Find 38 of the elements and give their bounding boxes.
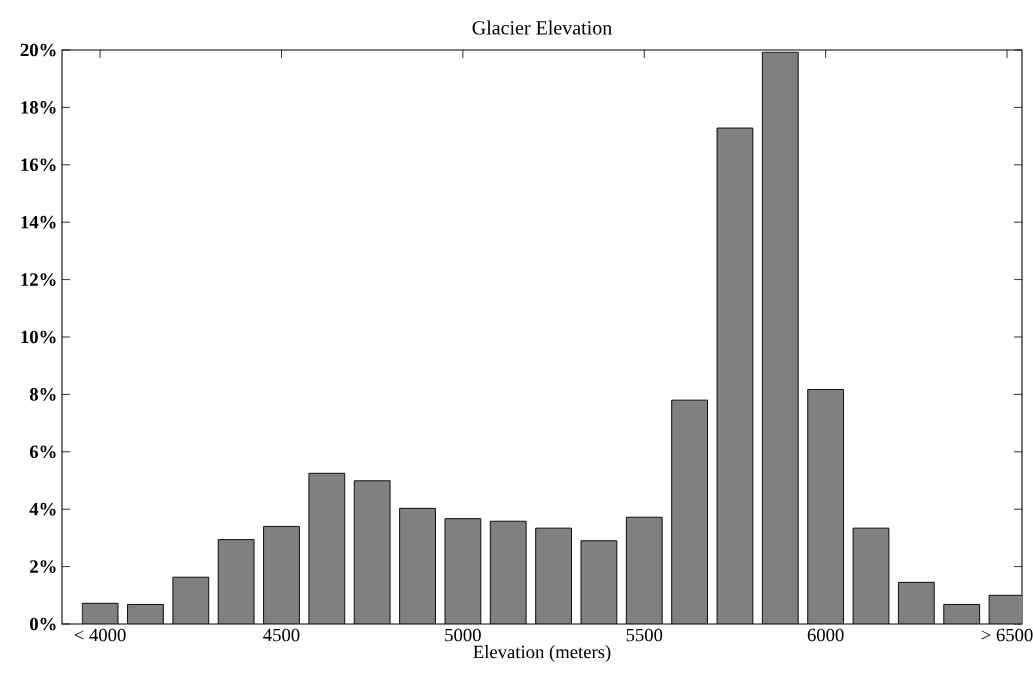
x-tick-label: 4500 — [263, 628, 300, 642]
bar — [898, 582, 935, 624]
bar — [581, 540, 617, 624]
y-tick-label: 4% — [29, 502, 56, 516]
bar — [626, 517, 663, 624]
bar — [444, 518, 481, 624]
x-tick-label: 6000 — [807, 628, 844, 642]
bar — [172, 577, 209, 624]
y-tick-label: 10% — [21, 330, 56, 344]
bar — [354, 480, 391, 624]
y-tick-label: 18% — [21, 101, 56, 114]
y-tick-label: 2% — [30, 560, 56, 573]
bar — [807, 389, 844, 624]
y-tick-label: 0% — [30, 617, 56, 631]
bar — [943, 604, 980, 624]
y-tick-label: 6% — [29, 445, 56, 459]
chart-title: Glacier Elevation — [472, 20, 612, 35]
x-tick-label: > 6500 — [981, 628, 1033, 642]
y-tick-label: 14% — [21, 215, 56, 229]
y-tick-label: 20% — [20, 43, 56, 57]
x-tick-label: < 4000 — [74, 628, 126, 642]
y-tick-label: 16% — [21, 158, 56, 172]
y-tick-label: 12% — [21, 273, 56, 286]
x-tick-label: 5000 — [445, 628, 481, 642]
y-tick-label: 8% — [29, 388, 56, 401]
bar — [308, 473, 345, 624]
bar — [717, 128, 753, 624]
x-tick-label: 5500 — [626, 628, 663, 642]
bar — [671, 400, 708, 624]
bar — [762, 52, 799, 624]
bar — [218, 539, 255, 624]
bar — [399, 508, 436, 624]
x-axis-title: Elevation (meters) — [473, 645, 611, 663]
bar — [263, 526, 300, 624]
bar — [535, 528, 572, 624]
bar — [853, 528, 889, 624]
bar — [127, 604, 164, 624]
bar — [490, 521, 527, 624]
